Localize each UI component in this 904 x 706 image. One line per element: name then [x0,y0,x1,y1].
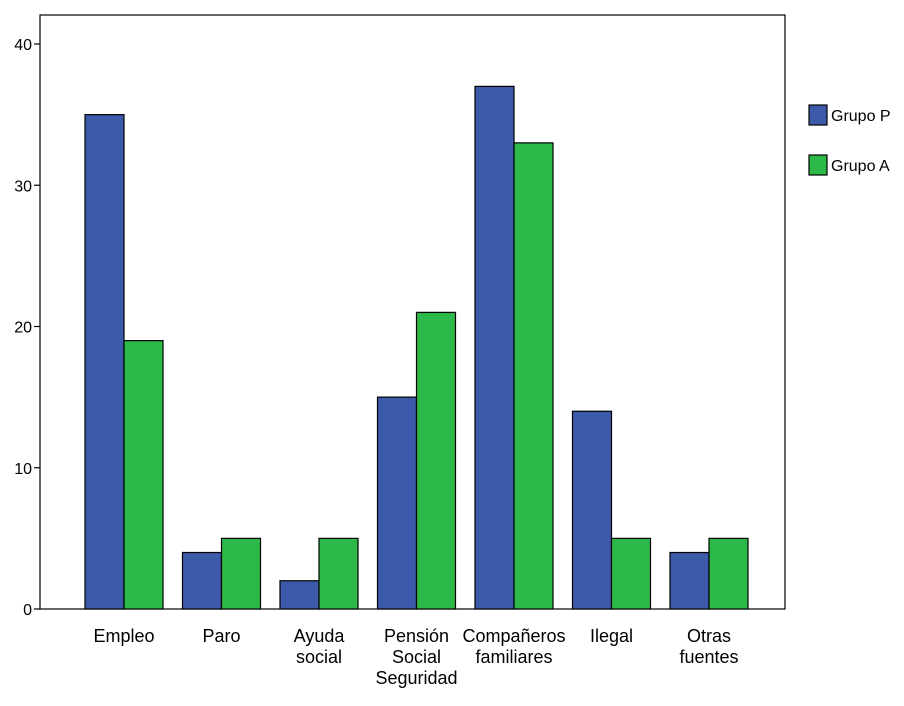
y-axis: 0 10 20 30 40 [14,37,40,619]
x-category-label: Ayuda social [294,626,346,667]
bar-grupo-p [474,85,515,610]
bar-grupo-a [610,537,652,610]
bars [84,85,749,610]
x-category-label: Otras fuentes [679,626,738,667]
y-tick-label: 40 [14,37,32,54]
bar-grupo-a [513,142,554,610]
bar-grupo-a [708,537,749,610]
x-category-label: Pensión Social Seguridad [375,626,457,688]
y-tick-label: 10 [14,461,32,478]
bar-grupo-p [571,410,613,610]
legend: Grupo P Grupo A [808,104,891,176]
bar-grupo-p [181,551,223,610]
y-tick-label: 30 [14,178,32,195]
x-axis-labels: Empleo Paro Ayuda social Pensión Social Seguri… [93,626,738,688]
legend-label: Grupo A [831,158,890,175]
legend-swatch [808,104,828,126]
legend-label: Grupo P [831,108,891,125]
bar-grupo-p [376,396,418,610]
bar-grupo-a [318,537,359,610]
bar-grupo-p [669,551,710,610]
bar-grupo-a [415,311,457,610]
x-category-label: Paro [202,626,240,646]
bar-grupo-p [84,114,125,610]
y-tick-label: 20 [14,320,32,337]
x-category-label: Empleo [93,626,154,646]
x-category-label: Ilegal [590,626,633,646]
bar-grupo-p [279,580,320,610]
bar-grupo-a [220,537,262,610]
legend-swatch [808,154,828,176]
x-category-label: Compañeros familiares [462,626,565,667]
y-tick-label: 0 [23,602,32,619]
bar-grupo-a [123,340,164,610]
